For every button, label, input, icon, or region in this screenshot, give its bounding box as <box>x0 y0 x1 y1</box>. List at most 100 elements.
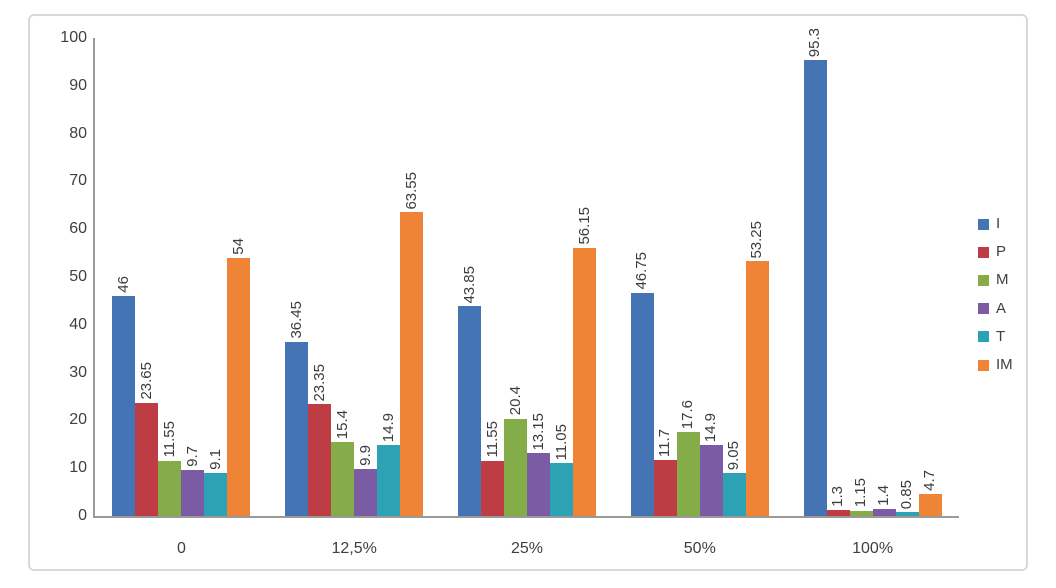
bar-A-0 <box>181 469 205 516</box>
bar-IM-0 <box>227 257 251 516</box>
legend-swatch-icon <box>978 331 989 343</box>
bar-value-label: 53.25 <box>748 220 766 259</box>
bar-A-50% <box>699 444 723 516</box>
bar-value-label: 23.65 <box>137 362 155 400</box>
bar-value-label: 1.15 <box>852 478 870 508</box>
bar-value-label: 56.15 <box>575 207 593 245</box>
bar-value-label: 15.4 <box>333 410 351 440</box>
bar-I-12,5% <box>285 341 309 516</box>
y-axis-line <box>93 38 95 518</box>
bar-value-label: 14.9 <box>379 412 397 442</box>
y-tick-label: 80 <box>69 124 87 142</box>
x-category-label-0: 0 <box>176 540 186 557</box>
legend-item-IM: IM <box>978 357 1013 373</box>
bar-value-label: 23.35 <box>310 363 328 402</box>
legend-swatch-icon <box>978 274 989 286</box>
bar-value-label: 46.75 <box>633 252 651 290</box>
legend-swatch-icon <box>978 218 989 230</box>
y-tick-label: 60 <box>69 220 87 238</box>
bar-value-label: 11.55 <box>160 421 178 458</box>
bar-P-12,5% <box>308 404 332 516</box>
y-tick-label: 100 <box>60 29 87 46</box>
bar-P-100% <box>826 509 850 516</box>
bar-P-25% <box>481 460 504 516</box>
bar-value-label: 9.7 <box>183 445 201 467</box>
legend-item-T: T <box>978 327 1006 345</box>
bar-T-12,5% <box>377 444 401 516</box>
bar-value-label: 54 <box>229 238 247 255</box>
bar-IM-25% <box>573 247 596 516</box>
legend-item-I: I <box>978 216 1000 232</box>
legend: I P M A T IM <box>978 16 1032 573</box>
bar-IM-50% <box>745 261 769 516</box>
legend-swatch-icon <box>978 359 989 371</box>
legend-label: I <box>996 215 1001 232</box>
bar-value-label: 13.15 <box>529 412 547 451</box>
bar-M-0 <box>158 460 182 516</box>
bar-T-25% <box>550 463 573 516</box>
legend-item-P: P <box>978 244 1006 260</box>
y-tick-label: 30 <box>69 363 87 381</box>
bar-A-100% <box>872 509 896 516</box>
bar-value-label: 1.4 <box>875 485 893 507</box>
bar-value-label: 0.85 <box>898 479 916 509</box>
bar-A-12,5% <box>354 468 378 516</box>
chart-frame: 0 10 20 30 40 50 60 70 80 90 100 46 23.65 11.55 9.7 9.… <box>28 14 1028 571</box>
x-category-label-2: 25% <box>510 540 543 557</box>
plot-area: 46 23.65 11.55 9.7 9.1 54 36.45 23.35 15.4 9.9 14.… <box>95 28 959 516</box>
bar-value-label: 9.05 <box>725 440 743 470</box>
bar-value-label: 11.7 <box>656 428 674 458</box>
legend-label: M <box>996 271 1009 289</box>
bar-IM-100% <box>918 493 942 516</box>
bar-value-label: 46 <box>114 276 132 294</box>
bar-M-50% <box>676 431 700 516</box>
bar-M-12,5% <box>331 442 355 516</box>
bar-T-0 <box>204 472 228 516</box>
bar-value-label: 1.3 <box>829 485 847 507</box>
bar-P-50% <box>653 460 677 516</box>
x-category-label-1: 12,5% <box>331 540 377 557</box>
bar-value-label: 14.9 <box>702 412 720 442</box>
bar-value-label: 17.6 <box>679 399 697 429</box>
legend-label: T <box>996 327 1006 345</box>
legend-swatch-icon <box>978 246 989 258</box>
legend-item-M: M <box>978 272 1009 288</box>
y-tick-label: 90 <box>69 76 87 94</box>
x-category-label-3: 50% <box>683 540 716 557</box>
bar-value-label: 4.7 <box>921 469 939 491</box>
bar-value-label: 95.3 <box>806 28 824 58</box>
bar-value-label: 11.05 <box>552 423 570 461</box>
y-tick-label: 70 <box>69 172 87 190</box>
bar-T-50% <box>722 472 746 516</box>
bar-P-0 <box>135 402 159 516</box>
legend-label: A <box>996 299 1007 317</box>
x-category-label-4: 100% <box>852 540 894 557</box>
bar-T-100% <box>895 511 919 516</box>
y-tick-label: 20 <box>69 411 87 429</box>
bar-value-label: 43.85 <box>460 265 478 304</box>
bar-M-25% <box>504 418 527 516</box>
bar-I-50% <box>630 292 654 516</box>
bar-value-label: 20.4 <box>506 386 524 416</box>
bar-IM-12,5% <box>400 212 424 516</box>
legend-item-A: A <box>978 299 1007 317</box>
bar-I-0 <box>112 296 136 516</box>
bar-value-label: 11.55 <box>483 421 501 458</box>
y-tick-label: 40 <box>69 315 87 333</box>
x-axis-line <box>93 516 959 518</box>
y-tick-label: 10 <box>69 459 87 477</box>
y-tick-label: 0 <box>78 507 87 524</box>
bar-I-100% <box>803 60 827 516</box>
legend-swatch-icon <box>978 303 989 315</box>
legend-label: P <box>996 243 1007 261</box>
bar-M-100% <box>849 510 873 516</box>
legend-label: IM <box>996 356 1013 373</box>
bar-value-label: 63.55 <box>402 171 420 210</box>
bar-A-25% <box>527 453 550 516</box>
bar-value-label: 9.1 <box>206 448 224 470</box>
bar-I-25% <box>458 306 481 516</box>
y-tick-label: 50 <box>69 268 87 285</box>
bar-value-label: 9.9 <box>356 444 374 466</box>
bar-value-label: 36.45 <box>287 301 305 339</box>
